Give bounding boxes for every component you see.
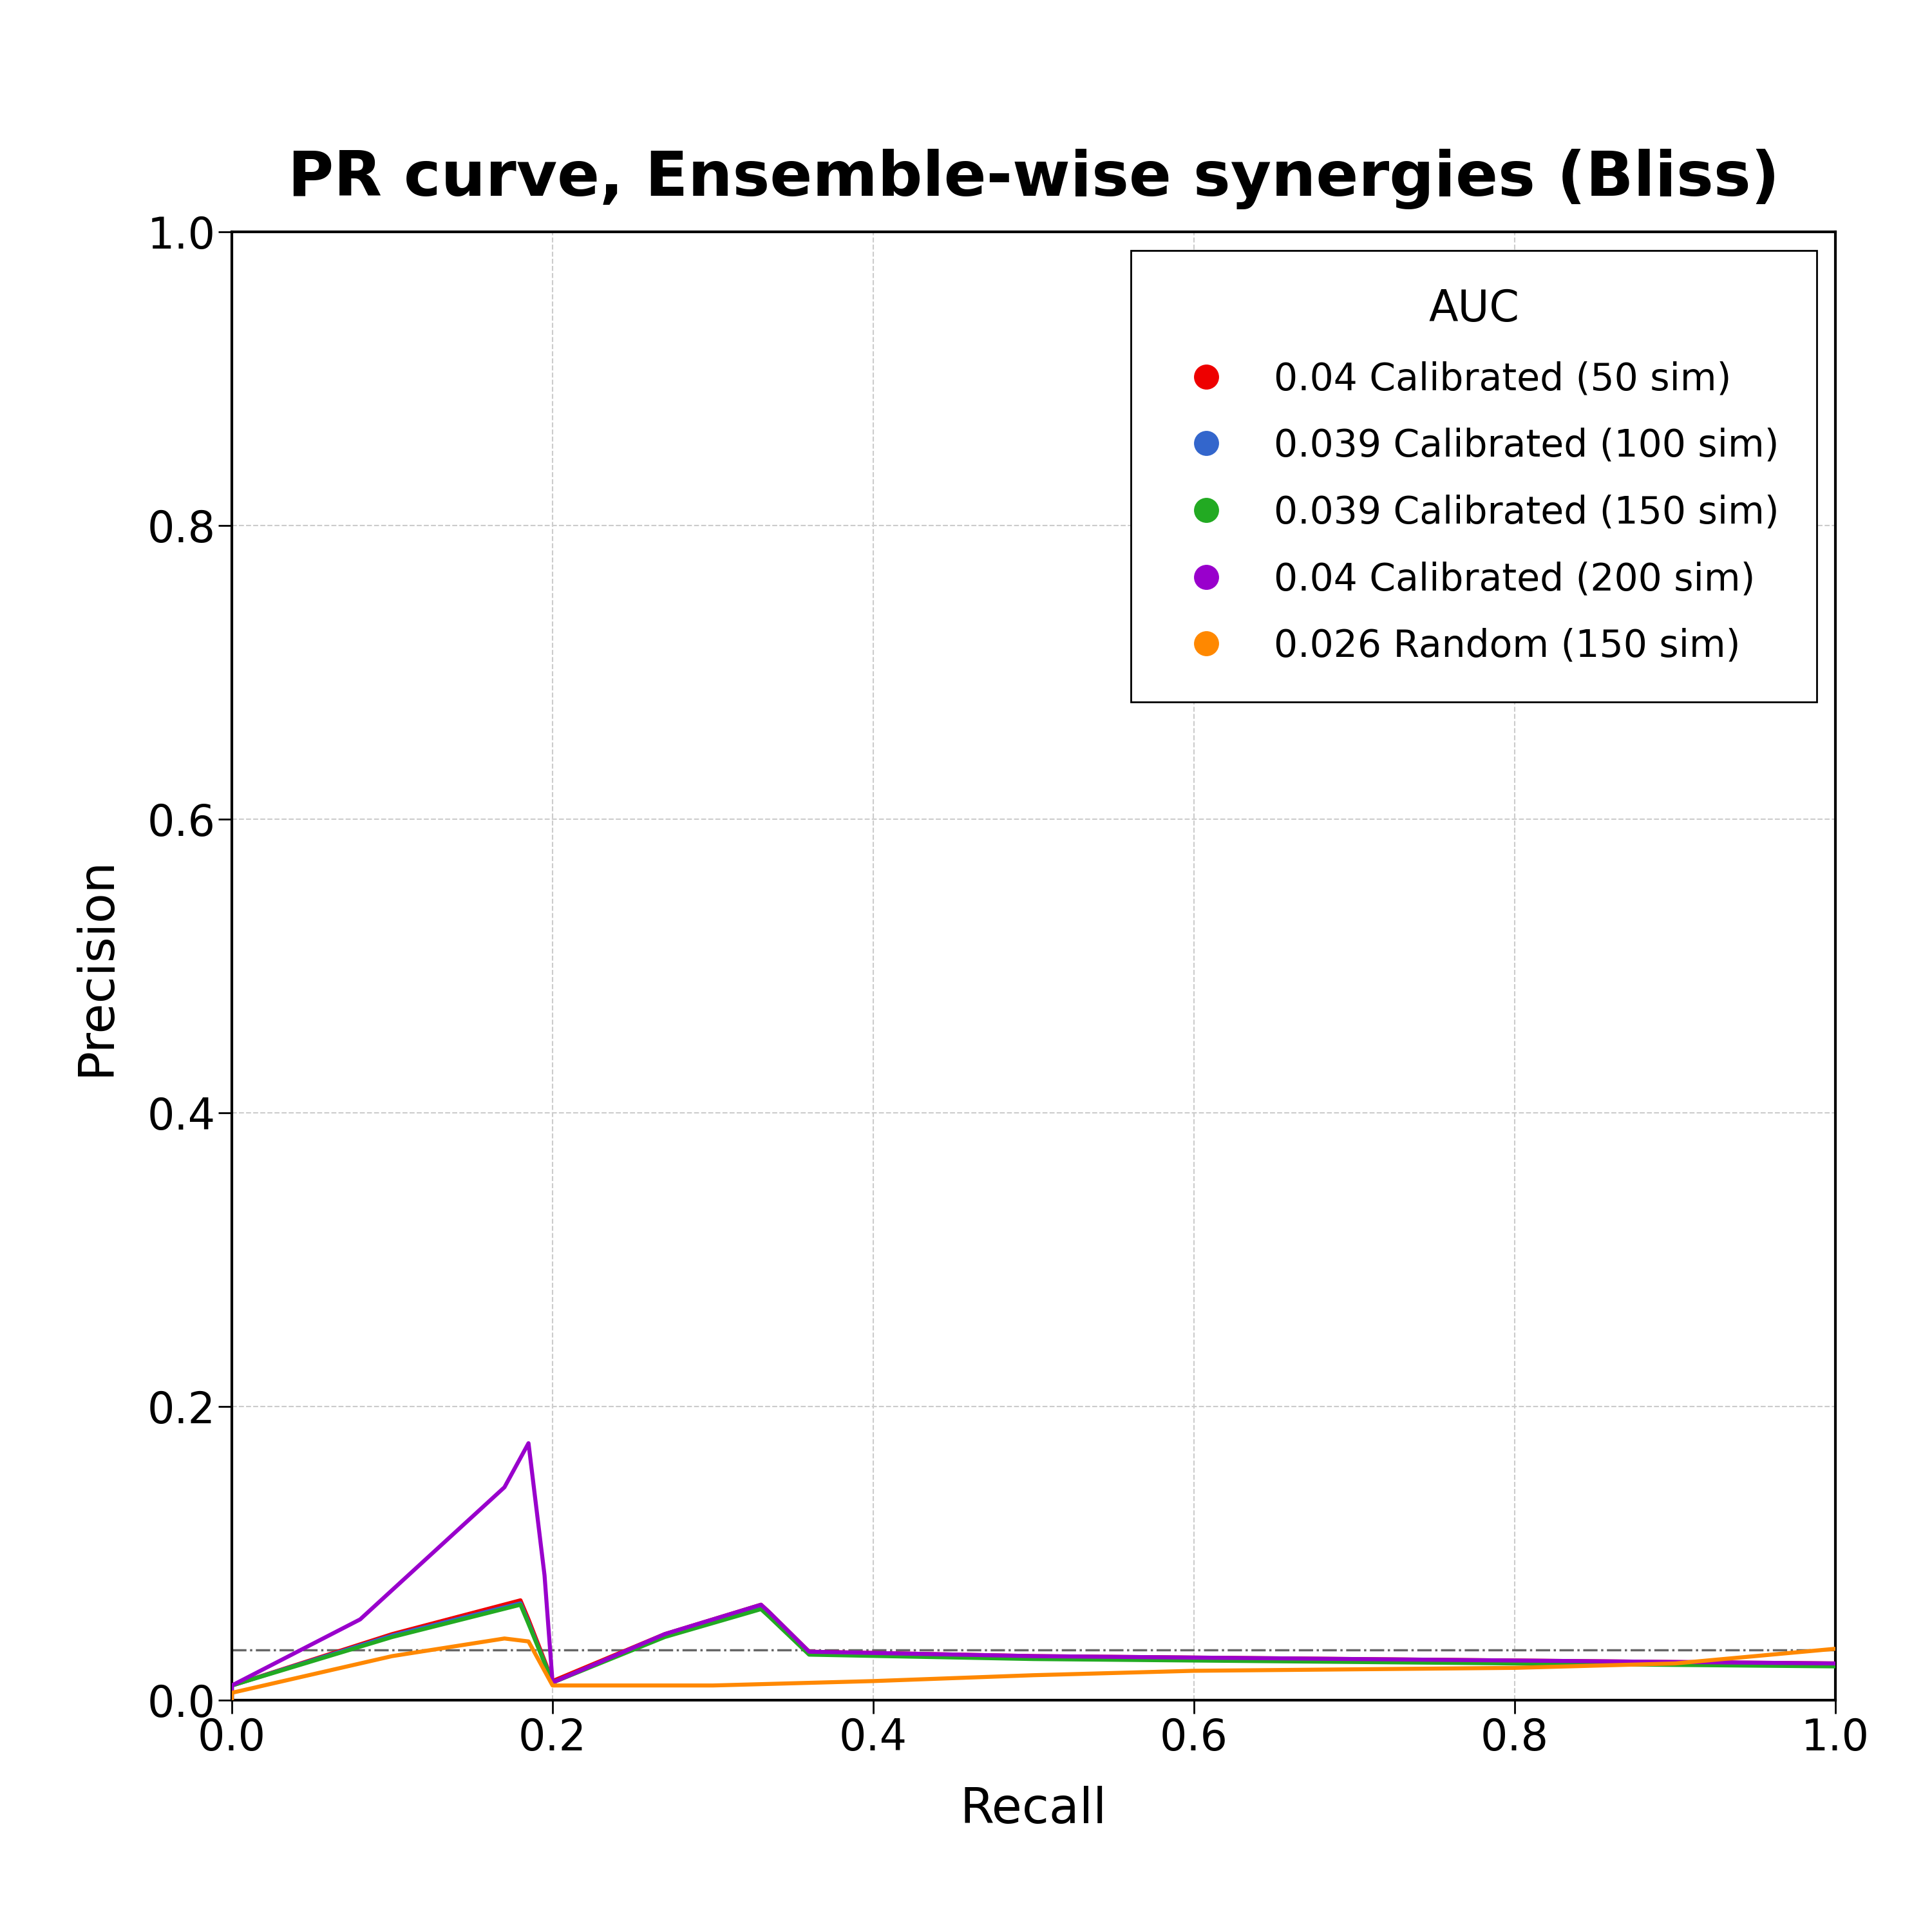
Title: PR curve, Ensemble-wise synergies (Bliss): PR curve, Ensemble-wise synergies (Bliss…	[288, 149, 1779, 209]
Legend: 0.04 Calibrated (50 sim), 0.039 Calibrated (100 sim), 0.039 Calibrated (150 sim): 0.04 Calibrated (50 sim), 0.039 Calibrat…	[1130, 251, 1816, 701]
X-axis label: Recall: Recall	[960, 1785, 1107, 1833]
Y-axis label: Precision: Precision	[73, 856, 120, 1076]
